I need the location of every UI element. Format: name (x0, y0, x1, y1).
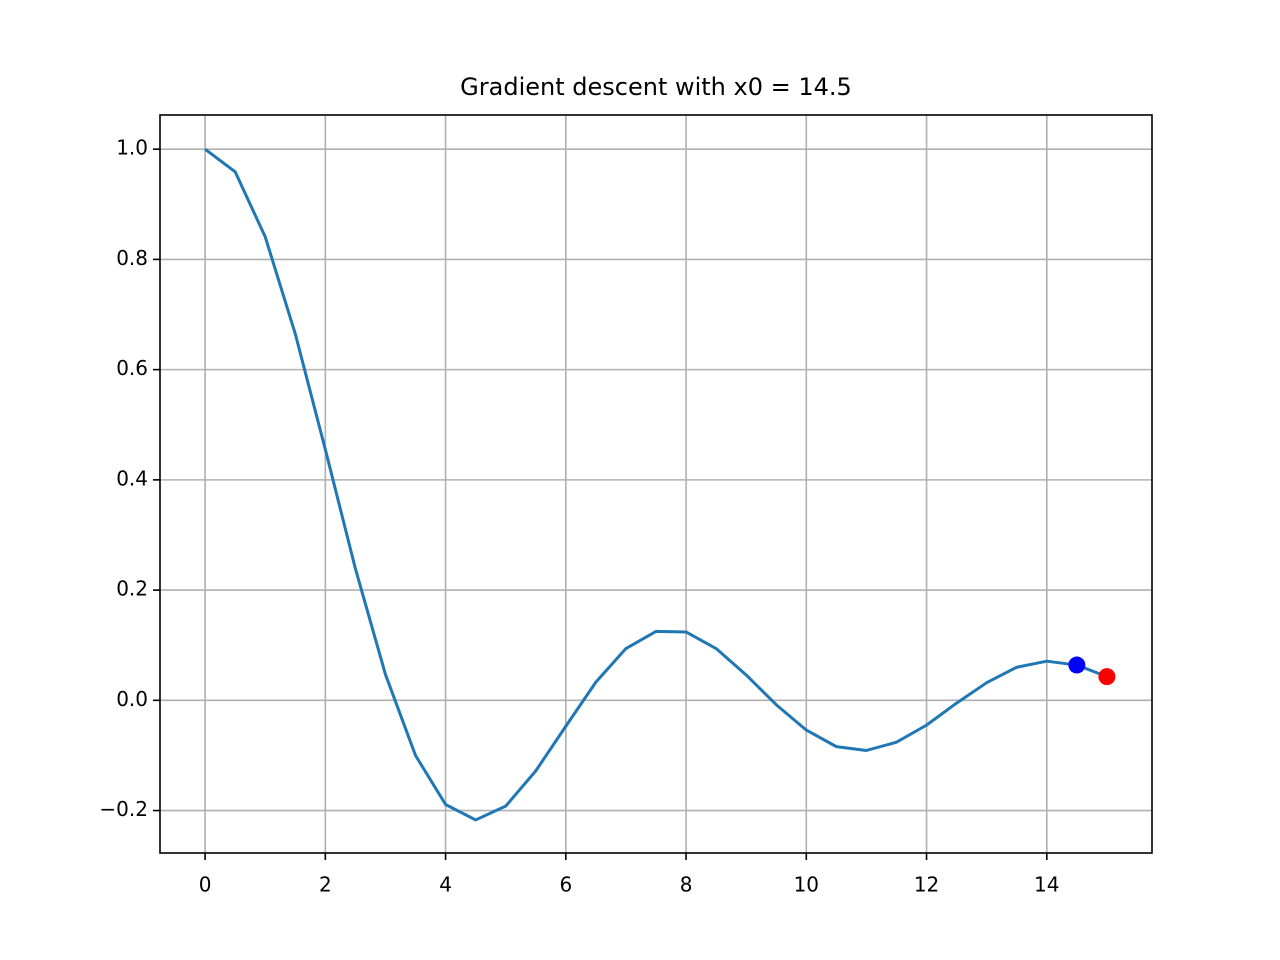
x-tick-label: 6 (559, 873, 572, 897)
x-tick-label: 0 (199, 873, 212, 897)
chart-title: Gradient descent with x0 = 14.5 (460, 73, 852, 101)
x-tick-label: 4 (439, 873, 452, 897)
point (1098, 668, 1116, 686)
y-tick-label: −0.2 (99, 797, 148, 821)
y-tick-label: 0.8 (116, 246, 148, 270)
x-tick-label: 2 (319, 873, 332, 897)
plot-frame (159, 114, 1153, 854)
y-tick-label: 0.6 (116, 356, 148, 380)
x-tick-label: 8 (680, 873, 693, 897)
line (204, 147, 1108, 822)
x-tick-label: 12 (914, 873, 939, 897)
x-tick-label: 14 (1034, 873, 1059, 897)
y-tick-label: 0.2 (116, 577, 148, 601)
y-tick-label: 0.0 (116, 687, 148, 711)
point (1068, 656, 1086, 674)
y-tick-label: 1.0 (116, 136, 148, 160)
y-tick-label: 0.4 (116, 466, 148, 490)
x-tick-label: 10 (794, 873, 819, 897)
